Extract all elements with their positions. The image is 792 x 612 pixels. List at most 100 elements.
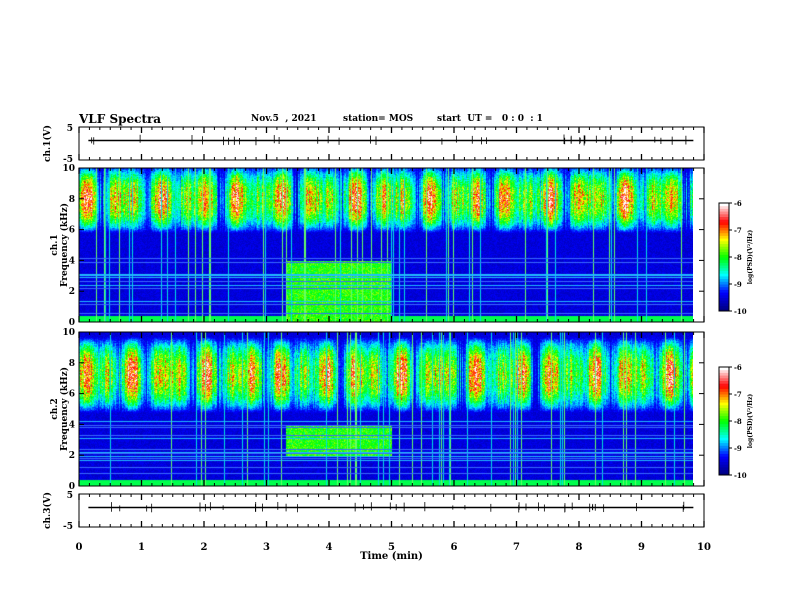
colorbar-tick-label: -9 [734, 280, 742, 289]
colorbar-cell [719, 464, 729, 468]
colorbar-tick-label: -6 [734, 363, 742, 372]
colorbar-cell [719, 466, 729, 471]
colorbar-cell [719, 472, 729, 476]
colorbar-cell [719, 377, 729, 381]
colorbar-cell [719, 434, 729, 438]
x-tick-label: 0 [76, 542, 83, 553]
colorbar-cell [719, 453, 729, 457]
colorbar-cell [719, 292, 729, 296]
y-tick-label: 8 [69, 195, 75, 205]
colorbar-cell [719, 259, 729, 263]
colorbar-cell [719, 281, 729, 285]
y-tick-label: 5 [67, 491, 73, 501]
x-tick-label: 5 [388, 542, 395, 553]
x-tick-label: 7 [513, 542, 520, 553]
colorbar-cell [719, 396, 729, 400]
figure-title: VLF Spectra [79, 112, 162, 126]
colorbar-cell [719, 383, 729, 387]
colorbar-cell [719, 302, 729, 307]
colorbar-cell [719, 431, 729, 435]
y-tick-label: 8 [69, 359, 75, 369]
y-tick-label: 4 [69, 256, 75, 266]
x-tick-label: 2 [201, 542, 208, 553]
colorbar-cell [719, 221, 729, 226]
colorbar-cell [719, 369, 729, 373]
y-axis-label: ch.1 [50, 234, 60, 255]
colorbar-tick-label: -8 [734, 417, 742, 426]
colorbar-cell [719, 469, 729, 473]
y-tick-label: 0 [69, 318, 75, 328]
colorbar-cell [719, 305, 729, 309]
colorbar-cell [719, 399, 729, 403]
x-tick-label: 10 [697, 542, 711, 553]
colorbar-cell [719, 278, 729, 282]
colorbar-cell [719, 248, 729, 253]
colorbar-cell [719, 243, 729, 247]
colorbar-tick-label: -7 [734, 390, 742, 399]
x-tick-label: 4 [326, 542, 333, 553]
colorbar-cell [719, 388, 729, 392]
colorbar-cell [719, 367, 729, 371]
colorbar-cell [719, 448, 729, 452]
colorbar-cell [719, 412, 729, 417]
colorbar-cell [719, 205, 729, 209]
colorbar-cell [719, 240, 729, 244]
colorbar-cell [719, 224, 729, 228]
colorbar-cell [719, 404, 729, 408]
colorbar-cell [719, 394, 729, 398]
y-tick-label: 5 [67, 124, 73, 134]
colorbar-cell [719, 429, 729, 433]
y-axis-label: Frequency (kHz) [59, 203, 70, 287]
y-tick-label: 2 [69, 451, 75, 461]
colorbar-tick-label: -10 [734, 307, 747, 316]
colorbar-cell [719, 385, 729, 390]
colorbar-cell [719, 227, 729, 231]
colorbar-cell [719, 235, 729, 239]
colorbar-cell [719, 418, 729, 422]
x-tick-label: 3 [263, 542, 270, 553]
colorbar-label: log(PSD)(V²/Hz) [747, 394, 754, 449]
colorbar-cell [719, 380, 729, 384]
colorbar-tick-label: -8 [734, 253, 742, 262]
colorbar-cell [719, 238, 729, 242]
colorbar-cell [719, 461, 729, 465]
station-label: station= MOS [343, 114, 414, 124]
colorbar-label: log(PSD)(V²/Hz) [747, 230, 754, 285]
colorbar-cell [719, 426, 729, 430]
y-axis-label: Frequency (kHz) [59, 367, 70, 451]
colorbar-cell [719, 391, 729, 395]
colorbar-cell [719, 410, 729, 414]
colorbar-cell [719, 208, 729, 212]
colorbar-cell [719, 294, 729, 298]
colorbar-tick-label: -10 [734, 471, 747, 480]
y-axis-label: ch.2 [50, 398, 60, 419]
colorbar-cell [719, 445, 729, 449]
colorbar-cell [719, 289, 729, 293]
colorbar-cell [719, 265, 729, 269]
date-label: Nov.5 , 2021 [251, 114, 317, 124]
colorbar-cell [719, 262, 729, 266]
colorbar-cell [719, 421, 729, 425]
colorbar-cell [719, 375, 729, 379]
colorbar-cell [719, 456, 729, 460]
colorbar-cell [719, 273, 729, 277]
colorbar-cell [719, 372, 729, 376]
y-axis-label: ch.1(V) [42, 125, 53, 162]
x-tick-label: 1 [138, 542, 145, 553]
colorbar-cell [719, 439, 729, 444]
y-tick-label: 6 [69, 226, 75, 236]
colorbar-cell [719, 442, 729, 446]
colorbar-cell [719, 270, 729, 274]
colorbar-cell [719, 246, 729, 250]
y-tick-label: 4 [69, 420, 75, 430]
spectrogram-image-ch2 [79, 332, 693, 486]
start-time-label: start UT = 0 : 0 : 1 [437, 114, 543, 124]
colorbar-cell [719, 275, 729, 280]
colorbar-cell [719, 216, 729, 220]
colorbar-cell [719, 284, 729, 288]
colorbar-cell [719, 458, 729, 462]
spectrogram-image-ch1 [79, 168, 693, 322]
y-tick-label: 6 [69, 390, 75, 400]
y-tick-label: -5 [63, 522, 73, 532]
